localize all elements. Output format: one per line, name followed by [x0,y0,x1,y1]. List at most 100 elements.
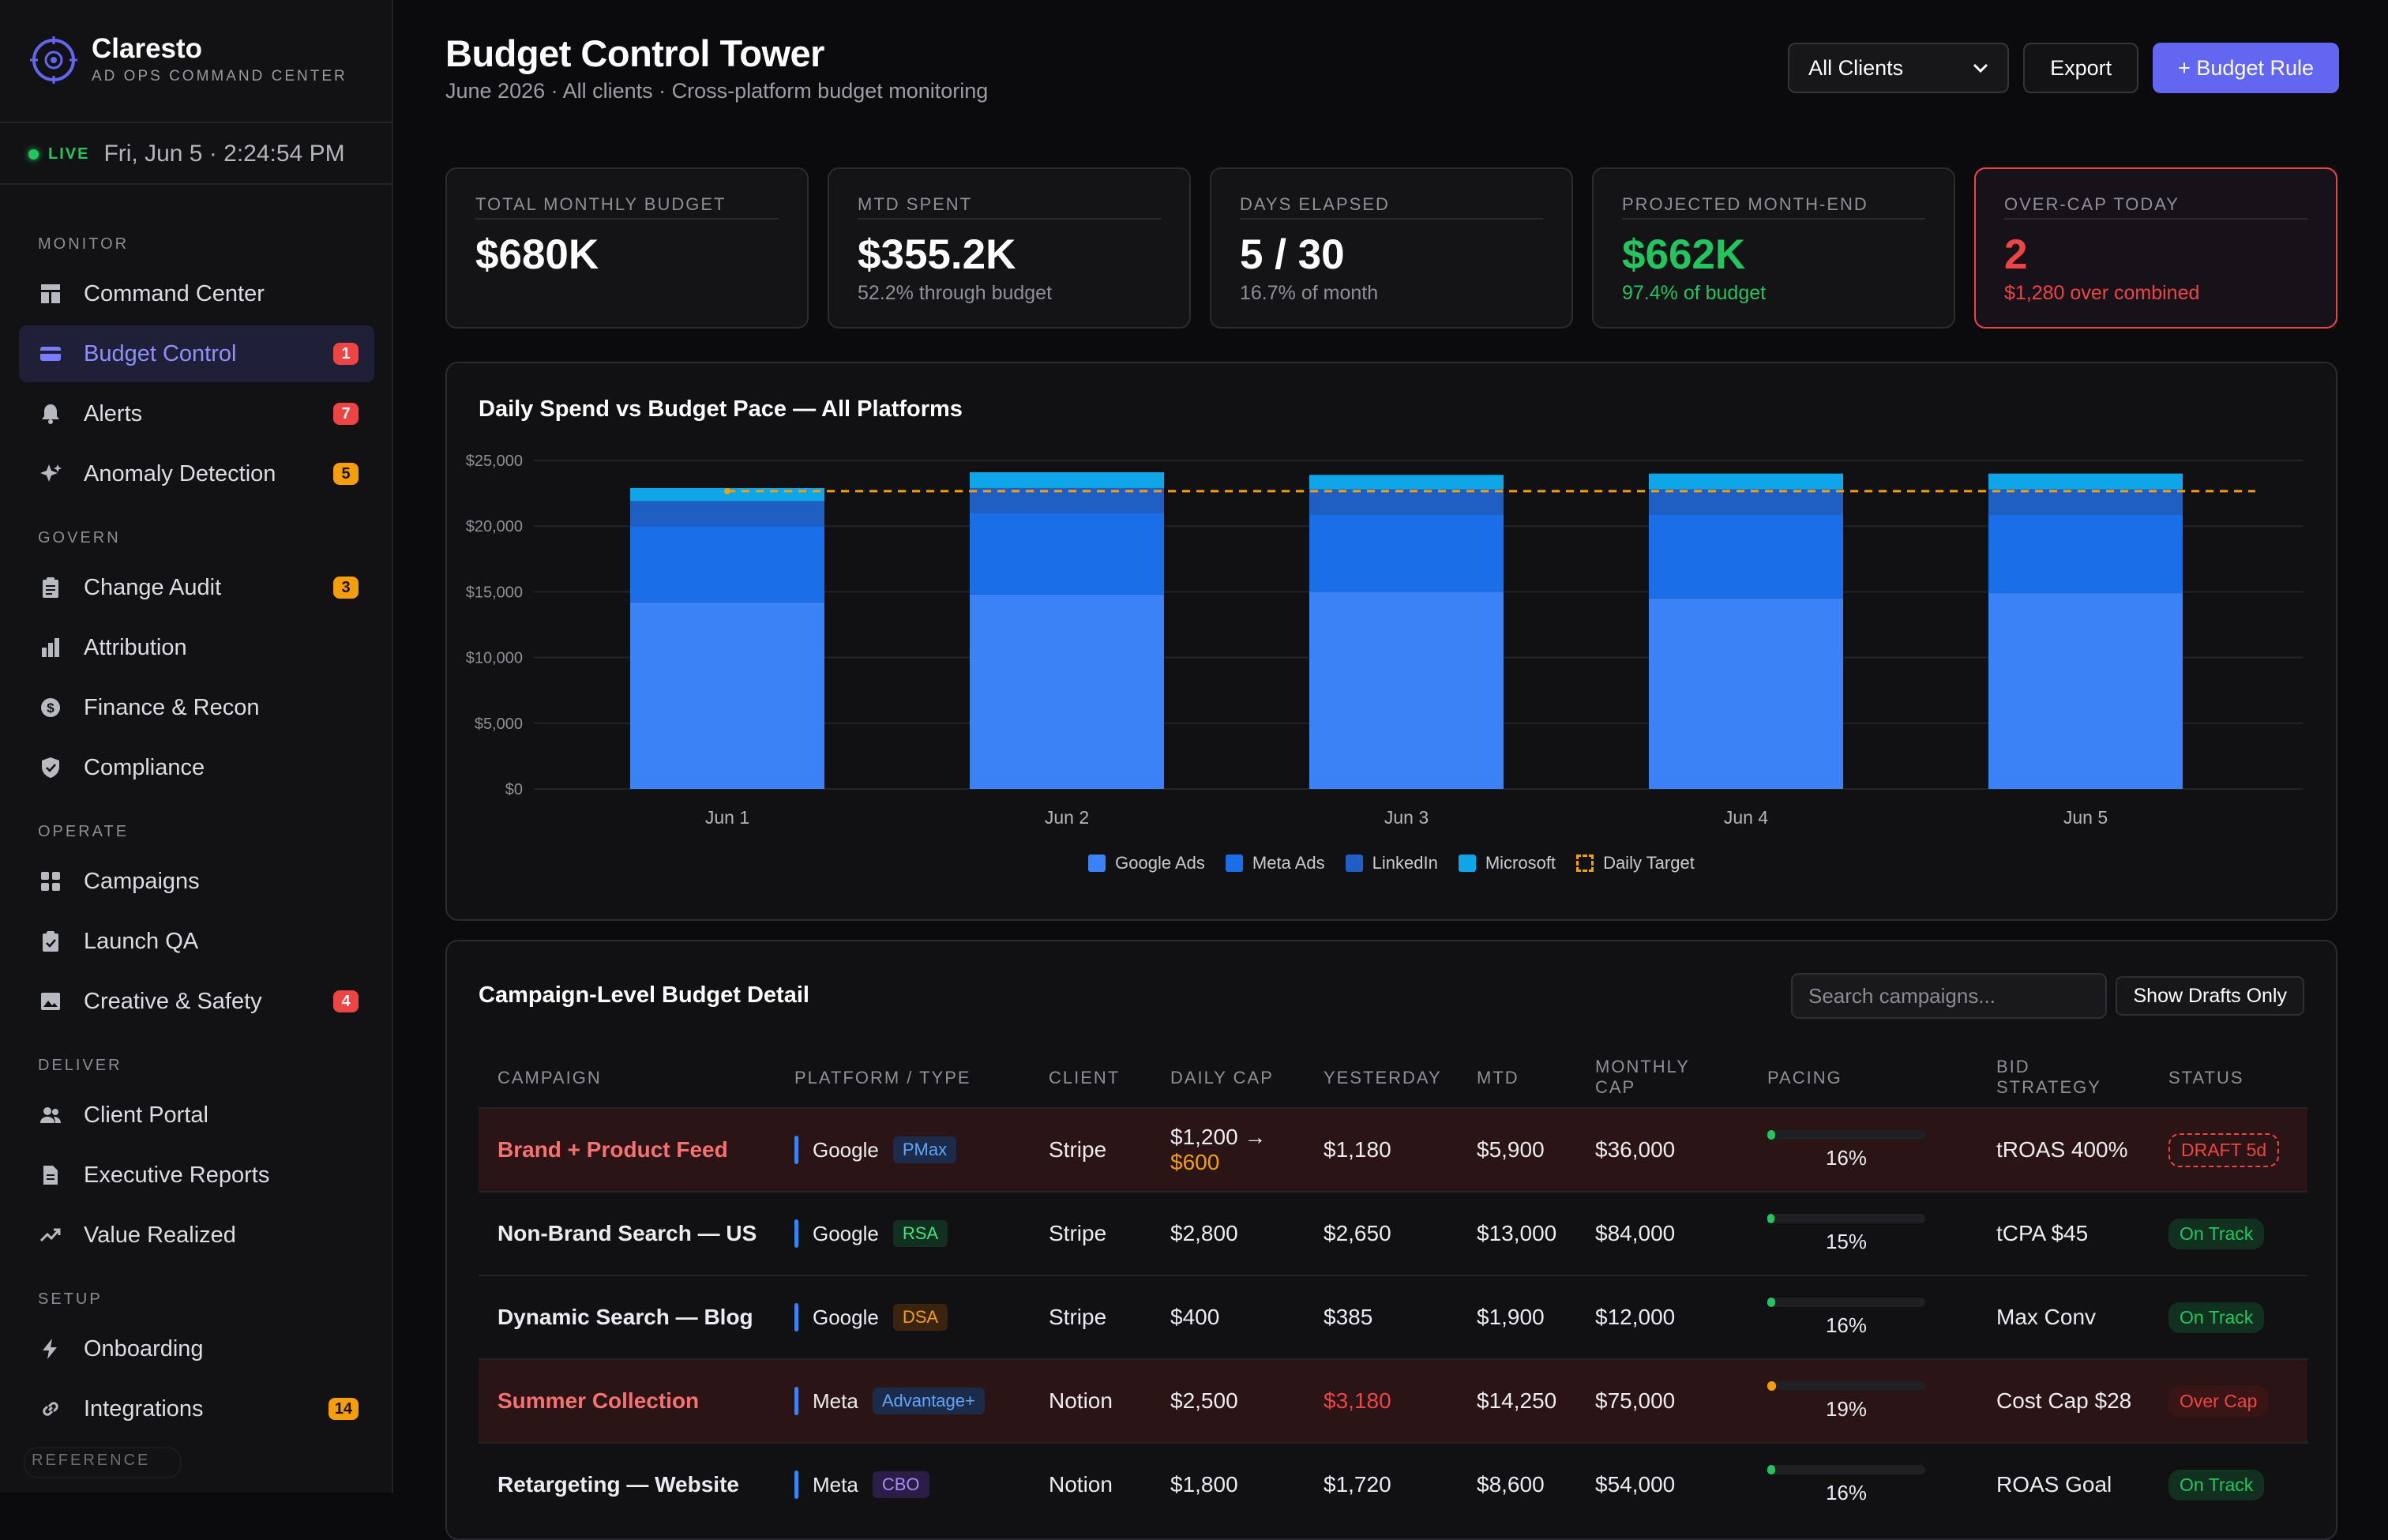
cell-yesterday: $385 [1324,1305,1373,1329]
kpi-card-over-cap[interactable]: OVER-CAP TODAY 2 $1,280 over combined [1974,167,2337,329]
cell-status: DRAFT 5d [2168,1109,2280,1191]
dollar-circle-icon: $ [38,695,63,720]
cell-monthly-cap: $84,000 [1595,1221,1676,1245]
status-badge[interactable]: On Track [2168,1469,2265,1501]
nav-item-label: Onboarding [84,1335,204,1362]
table-row[interactable]: Retargeting — Website Meta CBO Notion $1,… [479,1442,2307,1526]
nav-item-value-realized[interactable]: Value Realized [19,1207,374,1264]
type-tag: CBO [872,1471,929,1498]
search-input[interactable]: Search campaigns... [1791,973,2107,1019]
cell-mtd: $13,000 [1477,1221,1557,1245]
main-content: Budget Control Tower June 2026 · All cli… [393,0,2388,1540]
y-tick-label: $20,000 [466,518,523,535]
kpi-label: TOTAL MONTHLY BUDGET [475,194,779,220]
th-status[interactable]: STATUS [2168,1068,2244,1087]
credit-card-icon [38,341,63,366]
add-budget-rule-button[interactable]: + Budget Rule [2153,43,2339,93]
nav-badge: 4 [333,990,359,1012]
cell-campaign[interactable]: Brand + Product Feed [498,1137,728,1162]
nav-item-client-portal[interactable]: Client Portal [19,1087,374,1144]
table-row[interactable]: Non-Brand Search — US Google RSA Stripe $… [479,1191,2307,1275]
th-client[interactable]: CLIENT [1049,1068,1121,1087]
pacing-value: 19% [1825,1396,1868,1421]
table-row[interactable]: Brand + Product Feed Google PMax Stripe $… [479,1107,2307,1191]
nav-item-finance-recon[interactable]: $ Finance & Recon [19,679,374,736]
daily-spend-chart-panel: Daily Spend vs Budget Pace — All Platfor… [445,362,2337,921]
status-badge[interactable]: DRAFT 5d [2168,1132,2280,1167]
target-logo-icon [30,36,77,84]
nav-item-label: Creative & Safety [84,988,262,1014]
bar-meta-ads [1309,514,1504,592]
live-indicator: LIVE Fri, Jun 5 · 2:24:54 PM [28,134,345,174]
cell-monthly-cap: $75,000 [1595,1388,1676,1413]
y-tick-label: $10,000 [466,650,523,667]
kpi-value: $662K [1622,231,1746,278]
legend-label: Daily Target [1603,853,1695,873]
nav-item-executive-reports[interactable]: Executive Reports [19,1147,374,1204]
th-monthly-cap[interactable]: MONTHLY CAP [1595,1057,1690,1097]
legend-item-daily-target[interactable]: Daily Target [1576,853,1695,873]
export-button[interactable]: Export [2023,43,2139,93]
legend-item-linkedin[interactable]: LinkedIn [1345,853,1438,873]
nav-item-onboarding[interactable]: Onboarding [19,1320,374,1377]
legend-item-google[interactable]: Google Ads [1088,853,1205,873]
cell-status: On Track [2168,1193,2265,1275]
table-row[interactable]: Dynamic Search — Blog Google DSA Stripe $… [479,1275,2307,1358]
cell-mtd: $14,250 [1477,1388,1557,1413]
legend-swatch [1345,855,1363,872]
cell-monthly-cap: $36,000 [1595,1137,1676,1162]
client-select[interactable]: All Clients [1788,43,2010,93]
status-badge[interactable]: On Track [2168,1218,2265,1249]
nav-item-compliance[interactable]: Compliance [19,739,374,796]
table-row[interactable]: Summer Collection Meta Advantage+ Notion … [479,1358,2307,1442]
th-pacing[interactable]: PACING [1767,1068,1842,1087]
cell-campaign[interactable]: Non-Brand Search — US [498,1221,757,1245]
status-badge[interactable]: Over Cap [2168,1385,2269,1417]
th-platform[interactable]: PLATFORM / TYPE [794,1068,971,1087]
kpi-value: $680K [475,231,599,278]
th-bid-strategy[interactable]: BID STRATEGY [1996,1057,2101,1097]
nav-section-govern: GOVERN [38,529,121,547]
cell-client: Stripe [1049,1221,1107,1245]
legend-item-microsoft[interactable]: Microsoft [1458,853,1556,873]
nav-item-integrations[interactable]: Integrations 14 [19,1380,374,1437]
nav-item-change-audit[interactable]: Change Audit 3 [19,559,374,616]
th-yesterday[interactable]: YESTERDAY [1324,1068,1442,1087]
cell-yesterday: $2,650 [1324,1221,1391,1245]
legend-swatch-dashed [1576,855,1594,872]
cell-campaign[interactable]: Dynamic Search — Blog [498,1305,753,1329]
nav-section-monitor: MONITOR [38,235,130,253]
cell-status: On Track [2168,1276,2265,1358]
cell-daily-cap: $400 [1170,1305,1220,1329]
x-tick-label: Jun 4 [1724,807,1768,828]
x-tick-label: Jun 1 [705,807,749,828]
th-campaign[interactable]: CAMPAIGN [498,1068,602,1087]
bar-linkedin [1988,489,2183,515]
nav-item-attribution[interactable]: Attribution [19,619,374,676]
th-daily-cap[interactable]: DAILY CAP [1170,1068,1274,1087]
platform-name: Meta [813,1388,858,1413]
nav-item-creative-safety[interactable]: Creative & Safety 4 [19,973,374,1030]
legend-item-meta[interactable]: Meta Ads [1225,853,1325,873]
bar-google-ads [630,602,824,789]
th-mtd[interactable]: MTD [1477,1068,1519,1087]
nav-item-anomaly-detection[interactable]: Anomaly Detection 5 [19,445,374,502]
nav-item-campaigns[interactable]: Campaigns [19,853,374,910]
nav-badge: 1 [333,343,359,365]
nav-item-alerts[interactable]: Alerts 7 [19,385,374,442]
nav-item-command-center[interactable]: Command Center [19,265,374,322]
nav-item-launch-qa[interactable]: Launch QA [19,913,374,970]
status-badge[interactable]: On Track [2168,1301,2265,1333]
legend-swatch [1458,855,1476,872]
kpi-row: TOTAL MONTHLY BUDGET $680K MTD SPENT $35… [445,167,2337,329]
x-tick-label: Jun 3 [1384,807,1429,828]
show-drafts-toggle[interactable]: Show Drafts Only [2116,976,2304,1016]
cell-campaign[interactable]: Retargeting — Website [498,1472,739,1497]
cell-client: Notion [1049,1472,1113,1497]
brand[interactable]: Claresto AD OPS COMMAND CENTER [30,32,347,88]
bar-google-ads [1649,598,1843,789]
nav-item-budget-control[interactable]: Budget Control 1 [19,325,374,382]
legend-label: Google Ads [1115,853,1205,873]
pacing-bar [1767,1380,1925,1391]
cell-campaign[interactable]: Summer Collection [498,1388,700,1413]
